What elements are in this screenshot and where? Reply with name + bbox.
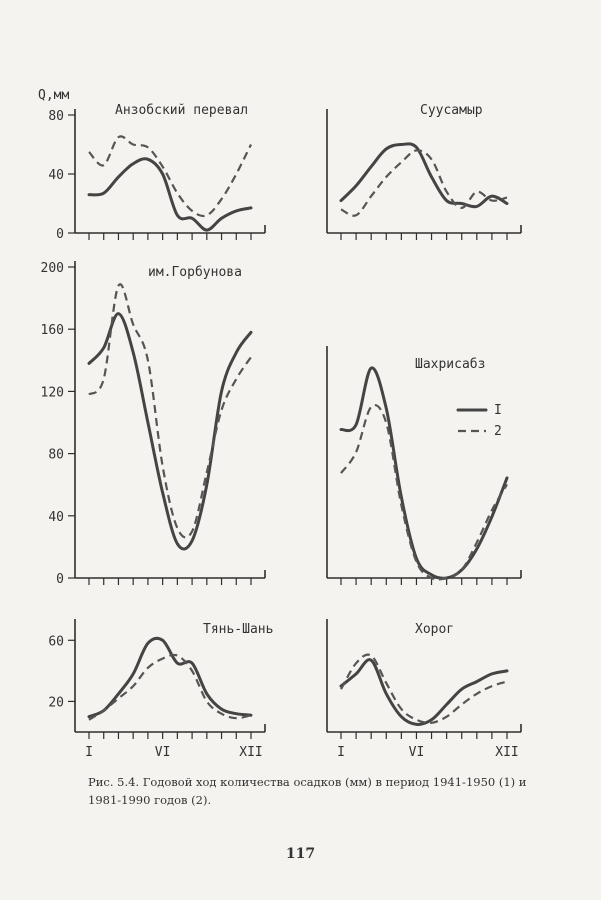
figure-caption: Рис. 5.4. Годовой ход количества осадков… [88, 775, 527, 807]
y-tick-label: 80 [48, 448, 64, 463]
series-line-1981-1990 [88, 135, 252, 218]
series-line-1941-1950 [339, 142, 509, 209]
chart-title: им.Горбунова [148, 265, 242, 280]
series-line-1981-1990 [340, 403, 508, 581]
chart-panel: Суусамыр [326, 103, 522, 240]
y-tick-label: 120 [41, 385, 64, 400]
series-line-1981-1990 [88, 653, 252, 721]
y-tick-label: 40 [48, 510, 64, 525]
chart-title: Анзобский перевал [115, 103, 248, 118]
y-tick-label: 80 [48, 109, 64, 124]
series-line-1981-1990 [88, 283, 252, 539]
chart-panel: 20 60 I VI XII Тянь-Шань [48, 619, 273, 760]
series-line-1941-1950 [339, 366, 509, 580]
legend-label-series2: 2 [494, 424, 502, 439]
chart-title: Суусамыр [420, 103, 483, 118]
series-line-1981-1990 [340, 653, 508, 725]
chart-panel: 0 40 80 Анзобский перевал [48, 103, 266, 242]
series-line-1941-1950 [339, 658, 509, 726]
chart-title: Шахрисабз [415, 357, 485, 372]
chart-panel: Шахрисабз [326, 346, 522, 585]
series-line-1941-1950 [87, 636, 253, 719]
x-tick-label: I [337, 745, 345, 760]
x-tick-label: I [85, 745, 93, 760]
chart-panel: I VI XII Хорог [326, 619, 522, 760]
y-tick-label: 0 [56, 572, 64, 587]
y-tick-label: 40 [48, 168, 64, 183]
x-tick-label: VI [155, 745, 171, 760]
precipitation-figure: Q,мм 0 40 80 Анзобский перевал Суусамыр 0 40 80… [38, 88, 522, 760]
y-tick-label: 60 [48, 634, 64, 649]
y-unit-label: Q,мм [38, 88, 69, 103]
y-tick-label: 200 [41, 261, 64, 276]
series-line-1941-1950 [87, 312, 253, 551]
series-line-1981-1990 [340, 149, 508, 217]
x-tick-label: XII [495, 745, 518, 760]
page-number: 117 [285, 846, 316, 862]
y-tick-label: 20 [48, 695, 64, 710]
y-tick-label: 0 [56, 227, 64, 242]
legend-label-series1: I [494, 403, 502, 418]
series-line-1941-1950 [87, 157, 253, 232]
x-tick-label: XII [239, 745, 262, 760]
chart-title: Тянь-Шань [203, 622, 273, 637]
chart-panel: 0 40 80 120 160 200 им.Горбунова [41, 261, 266, 587]
y-tick-label: 160 [41, 323, 64, 338]
chart-title: Хорог [415, 622, 454, 637]
x-tick-label: VI [409, 745, 425, 760]
legend: I 2 [456, 403, 502, 439]
